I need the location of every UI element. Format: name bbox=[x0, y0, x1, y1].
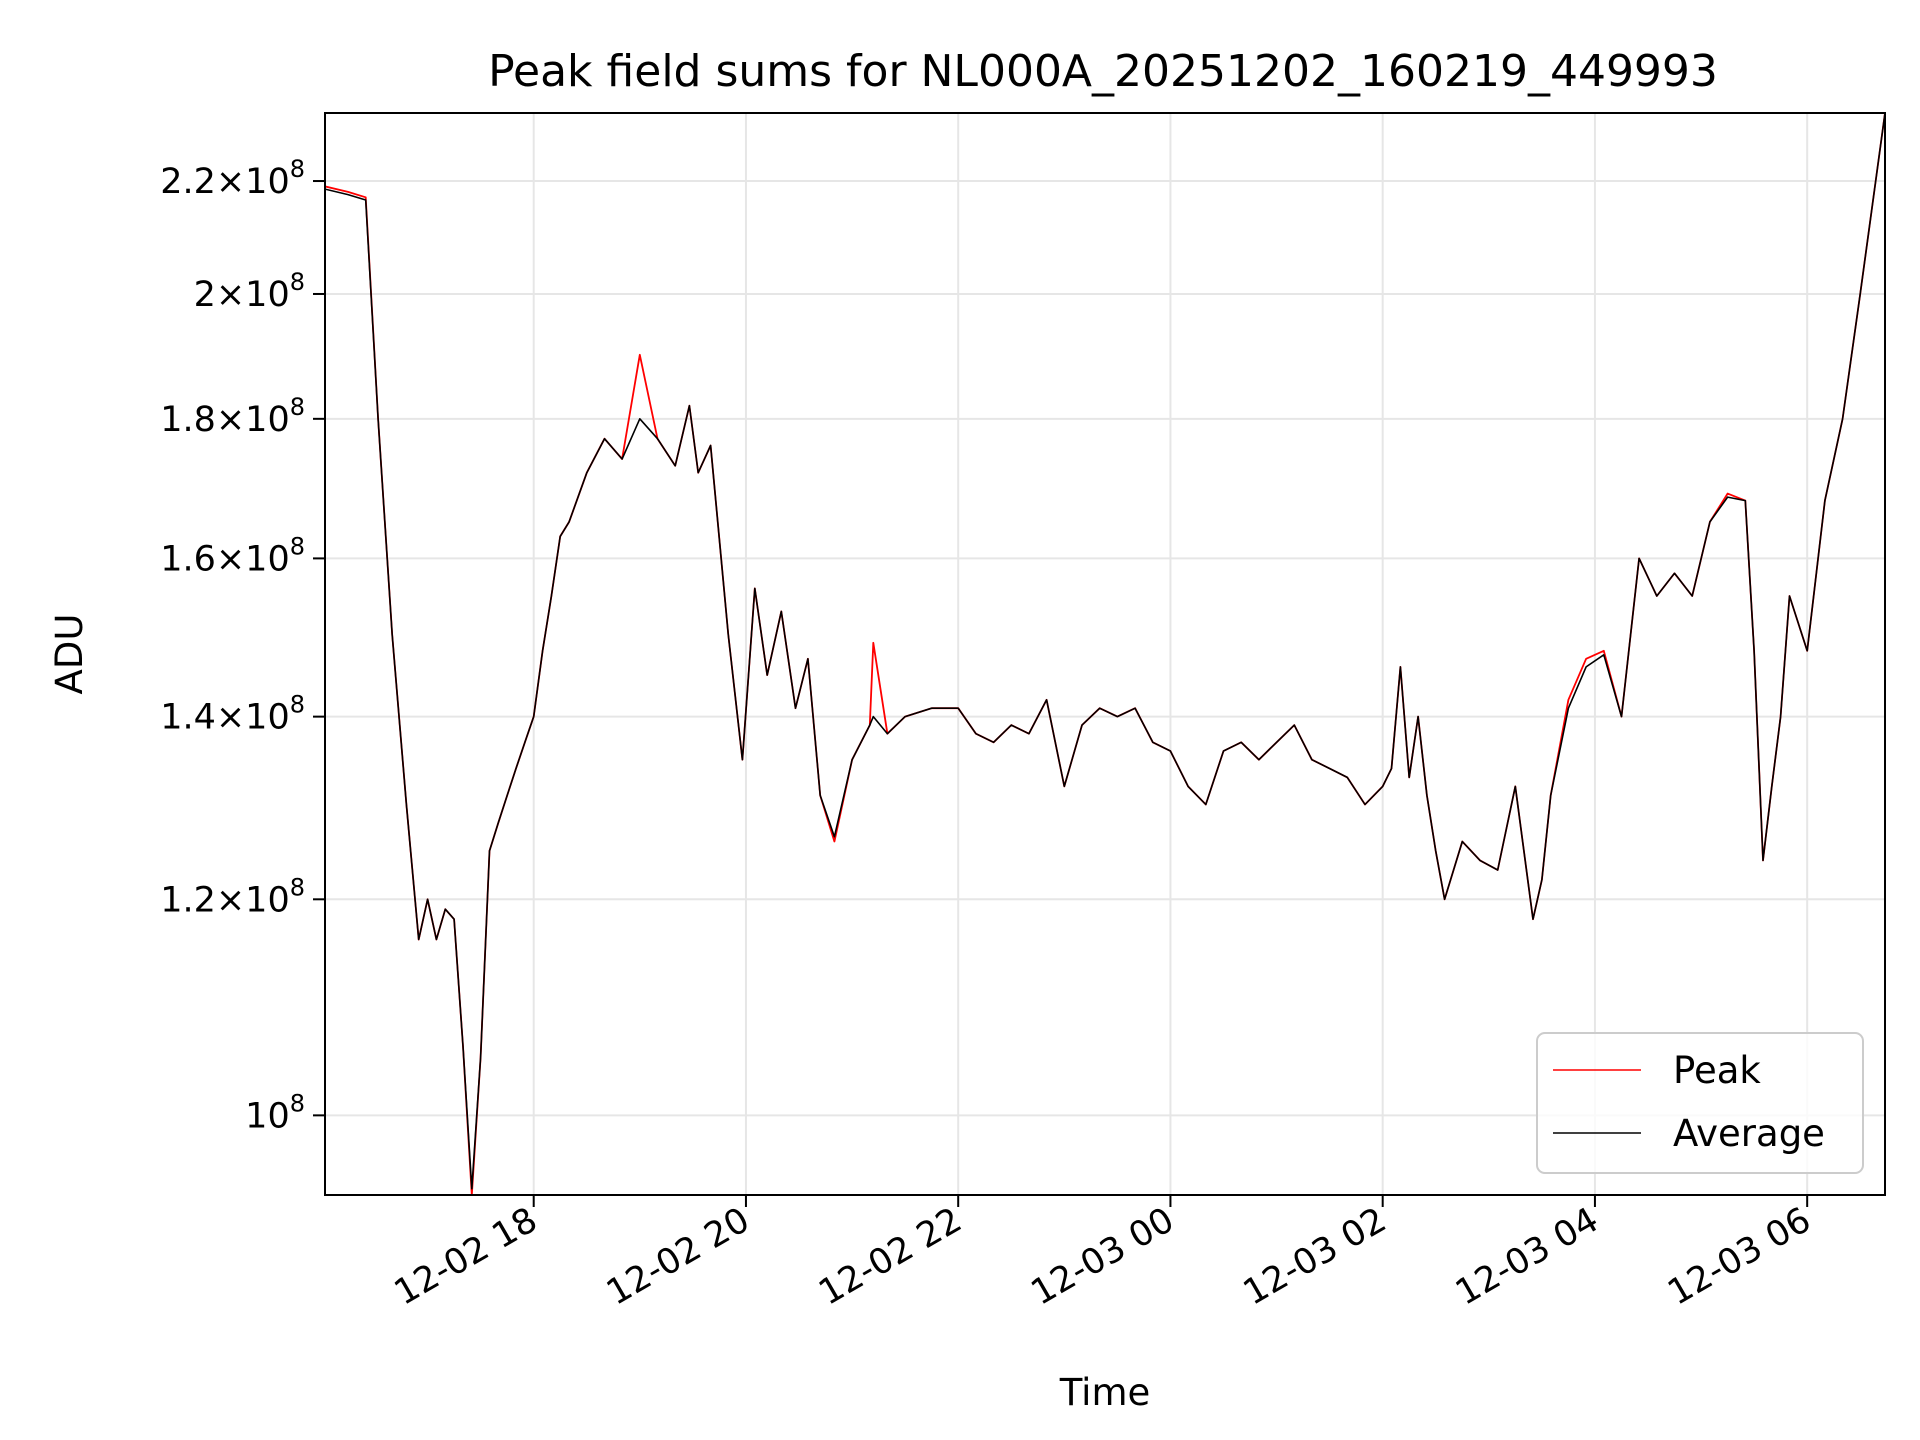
y-tick-label: 1.6×108 bbox=[160, 532, 305, 579]
series-line-average bbox=[325, 113, 1885, 1190]
legend: Peak Average bbox=[1536, 1032, 1864, 1174]
legend-average-label: Average bbox=[1673, 1112, 1825, 1155]
chart-title: Peak field sums for NL000A_20251202_1602… bbox=[488, 46, 1718, 97]
y-tick-label: 1.2×108 bbox=[160, 873, 305, 920]
y-axis-label: ADU bbox=[48, 614, 91, 695]
y-axis-ticks: 108 1.2×108 1.4×108 1.6×108 1.8×108 2×108 2.2×… bbox=[160, 155, 325, 1136]
grid-lines bbox=[325, 113, 1885, 1195]
y-tick-label: 2.2×108 bbox=[160, 155, 305, 202]
y-tick-label: 2×108 bbox=[194, 268, 305, 315]
legend-box bbox=[1536, 1032, 1864, 1174]
y-tick-label: 1.8×108 bbox=[160, 393, 305, 440]
y-tick-label: 108 bbox=[245, 1089, 305, 1136]
x-axis-label: Time bbox=[1059, 1371, 1151, 1414]
y-tick-label: 1.4×108 bbox=[160, 691, 305, 738]
legend-peak-label: Peak bbox=[1673, 1049, 1761, 1092]
series-lines bbox=[325, 113, 1885, 1195]
plot-frame bbox=[324, 112, 1886, 1196]
